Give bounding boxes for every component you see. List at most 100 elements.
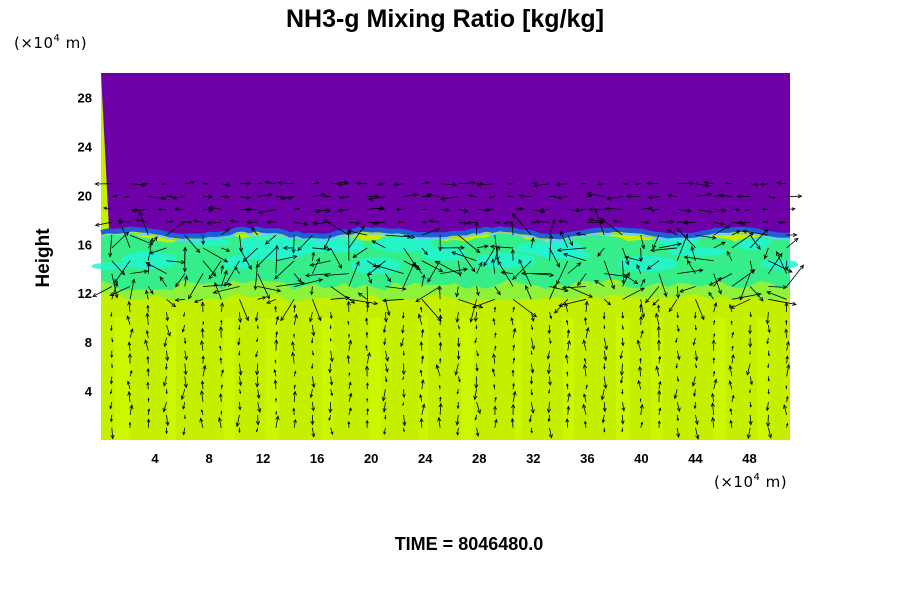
vector-arrow [166, 324, 171, 336]
vector-arrowhead [534, 219, 540, 224]
vector-arrowhead [782, 404, 788, 409]
vector-arrow [549, 219, 556, 236]
vector-arrowhead [491, 352, 497, 358]
vector-arrow [440, 183, 457, 186]
vector-arrowhead [415, 264, 420, 269]
vector-arrow [385, 286, 406, 290]
vector-arrow [587, 193, 605, 197]
vector-arrow [239, 312, 241, 323]
vector-arrow [257, 194, 272, 197]
vector-arrow [184, 234, 201, 253]
vector-arrowhead [476, 409, 481, 415]
vector-arrow [148, 196, 166, 200]
vector-arrow [547, 350, 550, 360]
vector-arrowhead [142, 182, 146, 185]
vector-arrowhead [708, 209, 714, 214]
vector-arrowhead [530, 369, 535, 374]
vector-arrowhead [548, 381, 552, 386]
vector-arrowhead [556, 280, 561, 286]
vector-arrow [312, 324, 315, 336]
vector-arrowhead [455, 421, 460, 426]
x-tick-label: 4 [151, 451, 159, 466]
vector-arrowhead [401, 370, 406, 376]
vector-arrowhead [366, 407, 370, 412]
lower-streak [461, 317, 475, 440]
vector-arrowhead [500, 270, 506, 275]
vector-arrow [603, 299, 611, 306]
vector-arrow [695, 427, 699, 440]
vector-arrowhead [426, 192, 432, 198]
vector-arrowhead [650, 248, 655, 253]
vector-arrowhead [785, 319, 788, 323]
vector-arrow [421, 247, 428, 255]
vector-arrowhead [165, 421, 170, 427]
vector-arrowhead [556, 262, 561, 268]
vector-arrowhead [126, 380, 131, 385]
vector-arrowhead [435, 364, 440, 369]
y-tick-label: 12 [78, 286, 92, 301]
x-tick-label: 24 [418, 451, 433, 466]
vector-arrow [175, 298, 185, 301]
vector-arrow [776, 251, 787, 274]
vector-arrow [749, 376, 753, 385]
vector-arrow [220, 393, 222, 403]
vector-arrowhead [676, 355, 681, 361]
vector-arrowhead [512, 306, 515, 310]
vector-arrowhead [401, 286, 407, 291]
vector-arrow [230, 220, 240, 223]
vector-arrow [624, 256, 641, 262]
vector-arrowhead [246, 181, 252, 186]
vector-arrow [275, 245, 278, 274]
vector-arrowhead [763, 254, 768, 260]
vector-arrowhead [217, 416, 223, 422]
vector-arrowhead [603, 384, 608, 390]
vector-arrow [695, 193, 712, 197]
vector-arrow [622, 272, 630, 287]
vector-arrow [257, 401, 261, 413]
vector-arrowhead [214, 282, 219, 287]
vector-arrowhead [372, 221, 377, 226]
vector-arrowhead [496, 290, 501, 296]
vector-arrowhead [475, 367, 479, 372]
vector-arrowhead [387, 277, 392, 283]
vector-arrowhead [612, 219, 617, 224]
vector-arrow [194, 298, 204, 303]
vector-arrowhead [494, 396, 497, 400]
vector-arrowhead [698, 268, 704, 273]
vector-arrowhead [126, 315, 131, 320]
vector-arrowhead [255, 263, 261, 268]
vector-arrow [620, 350, 623, 359]
vector-arrowhead [238, 327, 241, 331]
vector-arrowhead [384, 356, 390, 362]
vector-arrowhead [347, 421, 351, 425]
vector-arrow [472, 298, 495, 308]
vector-arrowhead [182, 431, 186, 436]
vector-arrowhead [566, 329, 571, 334]
vector-arrowhead [736, 208, 741, 212]
vector-arrowhead [547, 418, 551, 423]
vector-arrowhead [748, 343, 753, 348]
vector-arrowhead [640, 287, 645, 292]
vector-arrow [713, 225, 731, 236]
vector-arrowhead [381, 396, 386, 402]
vector-arrowhead [583, 357, 587, 361]
vector-arrow [440, 196, 459, 200]
vector-arrow [109, 401, 113, 409]
vector-arrow [747, 427, 751, 439]
vector-arrow [652, 234, 660, 249]
vector-arrow [159, 276, 167, 287]
vector-arrowhead [657, 304, 661, 308]
vector-arrowhead [134, 218, 140, 223]
vector-arrowhead [463, 267, 469, 272]
vector-arrow [651, 209, 660, 212]
vector-arrow [622, 287, 645, 300]
vector-arrow [511, 222, 514, 236]
vector-arrowhead [739, 295, 744, 301]
vector-arrow [676, 414, 679, 421]
vector-arrowhead [797, 194, 803, 199]
vector-arrow [382, 389, 386, 401]
vector-arrow [695, 299, 705, 320]
vector-arrowhead [749, 381, 754, 386]
vector-arrow [658, 243, 682, 249]
